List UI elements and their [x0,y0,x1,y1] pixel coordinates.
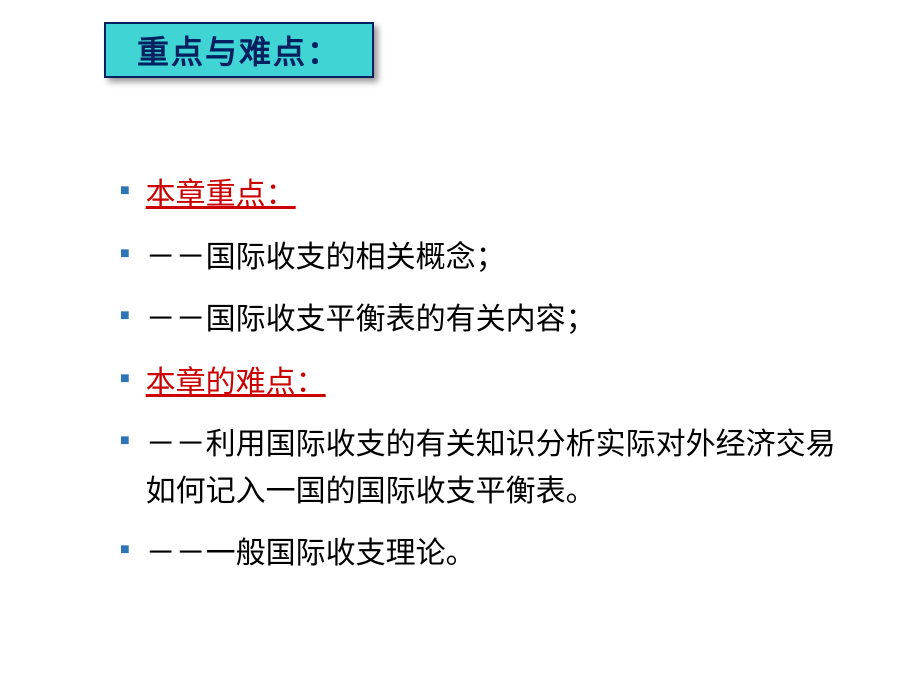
list-item: ■ －－国际收支的相关概念； [120,235,860,282]
item-text: －－一般国际收支理论。 [146,531,476,578]
list-item: ■ 本章重点： [120,172,860,219]
item-text: 本章的难点： [146,360,326,407]
list-item: ■ 本章的难点： [120,360,860,407]
list-item: ■ －－国际收支平衡表的有关内容； [120,297,860,344]
item-text: －－国际收支的相关概念； [146,235,506,282]
title-box: 重点与难点： [104,22,374,78]
title-text: 重点与难点： [137,27,341,73]
bullet-icon: ■ [120,245,130,263]
bullet-icon: ■ [120,182,130,200]
bullet-icon: ■ [120,370,130,388]
item-text: 本章重点： [146,172,296,219]
item-text: －－利用国际收支的有关知识分析实际对外经济交易如何记入一国的国际收支平衡表。 [146,422,860,515]
item-text: －－国际收支平衡表的有关内容； [146,297,596,344]
list-item: ■ －－一般国际收支理论。 [120,531,860,578]
content-list: ■ 本章重点： ■ －－国际收支的相关概念； ■ －－国际收支平衡表的有关内容； ■ 本章的难… [120,172,860,594]
bullet-icon: ■ [120,432,130,450]
bullet-icon: ■ [120,541,130,559]
list-item: ■ －－利用国际收支的有关知识分析实际对外经济交易如何记入一国的国际收支平衡表。 [120,422,860,515]
bullet-icon: ■ [120,307,130,325]
